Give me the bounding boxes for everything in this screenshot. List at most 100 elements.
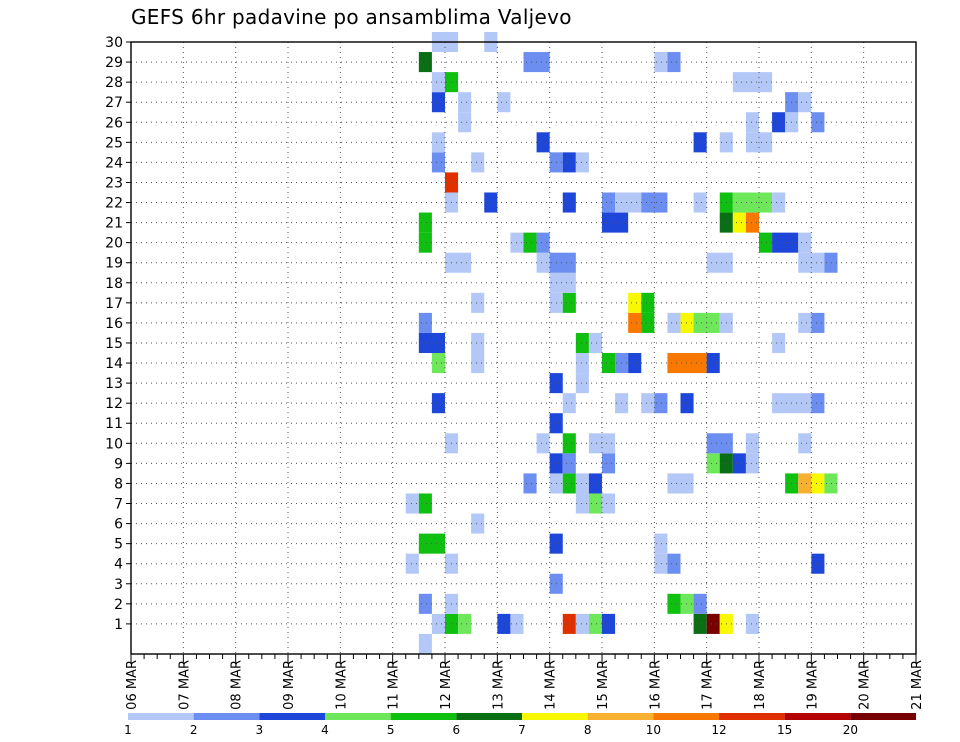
precip-cell — [811, 112, 825, 133]
precip-cell — [418, 593, 432, 614]
precip-cell — [471, 152, 485, 173]
precip-cell — [732, 453, 746, 474]
precip-cell — [562, 152, 576, 173]
precip-cell — [575, 473, 589, 494]
x-tick-label: 20 MAR — [858, 660, 873, 710]
y-tick-label: 4 — [114, 557, 123, 573]
precip-cell — [772, 192, 786, 213]
precip-cell — [536, 132, 550, 153]
precip-cell — [418, 312, 432, 333]
precip-cell — [484, 192, 498, 213]
x-tick-label: 10 MAR — [334, 660, 349, 710]
precip-cell — [588, 332, 602, 354]
precip-cell — [628, 312, 642, 333]
legend-swatch — [390, 713, 457, 720]
y-tick-label: 1 — [114, 617, 123, 633]
y-tick-label: 29 — [105, 55, 123, 71]
legend-label: 5 — [387, 723, 395, 737]
legend-swatch — [587, 713, 654, 720]
precip-cell — [615, 192, 642, 213]
x-tick-label: 14 MAR — [544, 660, 559, 710]
precip-cell — [654, 553, 668, 574]
precip-cell — [745, 453, 759, 474]
y-tick-label: 7 — [114, 497, 123, 513]
precip-cell — [706, 453, 720, 474]
precip-cell — [431, 613, 445, 634]
precip-cell — [575, 353, 589, 374]
precip-cell — [405, 553, 419, 574]
precip-cell — [471, 292, 485, 313]
precip-cell — [745, 212, 759, 233]
precip-cell — [732, 192, 773, 213]
precip-cell — [667, 473, 694, 494]
precip-cell — [575, 152, 589, 173]
y-tick-label: 20 — [105, 236, 123, 252]
legend-swatch — [128, 713, 194, 720]
precip-cell — [824, 252, 838, 273]
precip-cell — [536, 433, 550, 454]
precip-cell — [772, 232, 799, 253]
x-tick-label: 21 MAR — [910, 660, 925, 710]
precip-cell — [536, 232, 550, 253]
precip-cell — [418, 633, 432, 654]
x-tick-label: 18 MAR — [753, 660, 768, 710]
grid-lines — [131, 41, 916, 654]
plot-frame — [130, 41, 917, 655]
legend-label: 20 — [843, 723, 858, 737]
precip-cell — [824, 473, 838, 494]
color-legend: 1 2 3 4 5 6 7 8 10 12 15 20 — [124, 713, 916, 737]
y-tick-label: 16 — [105, 316, 123, 332]
precip-cell — [798, 232, 812, 253]
legend-label: 15 — [777, 723, 792, 737]
precip-cell — [811, 473, 825, 494]
y-tick-label: 13 — [105, 376, 123, 392]
precip-cell — [667, 52, 681, 73]
precip-cell — [431, 152, 445, 173]
precip-cell — [772, 332, 786, 354]
precip-cell — [418, 212, 432, 233]
precip-cell — [549, 272, 576, 293]
legend-label: 8 — [584, 723, 592, 737]
precip-cell — [693, 192, 707, 213]
x-tick-label: 13 MAR — [491, 660, 506, 710]
precip-cell — [549, 252, 576, 273]
y-tick-label: 9 — [114, 456, 123, 472]
legend-swatch — [850, 713, 916, 720]
y-tick-label: 12 — [105, 396, 123, 412]
y-tick-label: 5 — [114, 537, 123, 553]
precip-cell — [497, 613, 511, 634]
precip-cell — [706, 252, 733, 273]
precip-cell — [431, 92, 445, 113]
x-tick-label: 15 MAR — [596, 660, 611, 710]
precip-cell — [654, 52, 668, 73]
precip-cell — [471, 332, 485, 354]
precip-cell — [641, 312, 655, 333]
precip-cell — [445, 252, 472, 273]
precip-cell — [523, 473, 537, 494]
precip-cell — [431, 72, 445, 93]
x-tick-label: 11 MAR — [387, 660, 402, 710]
precip-cell — [588, 473, 602, 494]
legend-swatch — [653, 713, 719, 720]
legend-swatch — [456, 713, 522, 720]
y-axis: 1234567891011121314151617181920212223242… — [105, 35, 131, 633]
y-tick-label: 28 — [105, 75, 123, 91]
precip-cell — [562, 613, 576, 634]
precip-cell — [588, 613, 602, 634]
precip-cell — [562, 292, 576, 313]
x-axis: 06 MAR 07 MAR 08 MAR 09 MAR 10 MAR 11 MAR 12 M… — [125, 654, 925, 710]
precip-cell — [562, 192, 576, 213]
precip-cell — [562, 393, 576, 414]
precip-cell — [680, 393, 694, 414]
precip-cell — [667, 353, 707, 374]
legend-label: 6 — [453, 723, 461, 737]
precip-cell — [431, 132, 445, 153]
legend-swatch — [784, 713, 851, 720]
legend-swatch — [719, 713, 785, 720]
precip-cell — [798, 92, 812, 113]
precip-cell — [641, 393, 655, 414]
precip-cell — [602, 212, 629, 233]
x-tick-label: 07 MAR — [177, 660, 192, 710]
precip-cell — [602, 353, 616, 374]
precip-cell — [602, 613, 616, 634]
